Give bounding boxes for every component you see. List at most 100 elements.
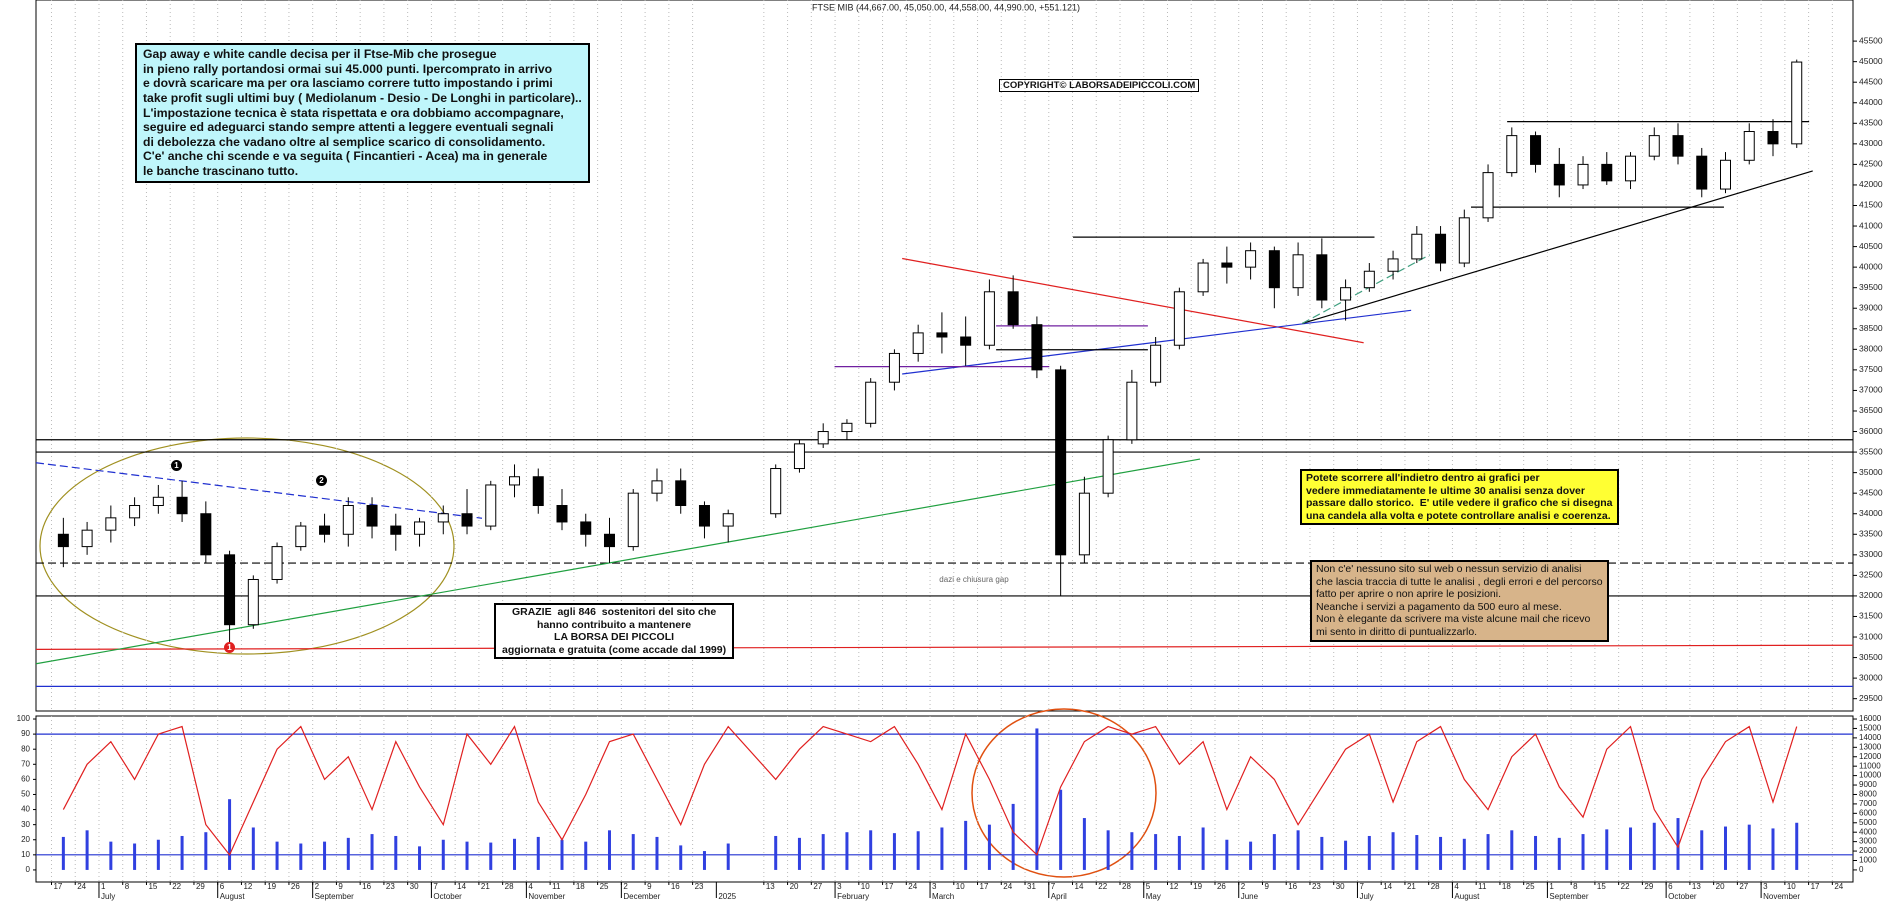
candle-body [1221, 262, 1233, 268]
osc-tick-label: 0 [26, 865, 31, 874]
volume-bar [1320, 836, 1324, 870]
x-tick-label: 28 [505, 882, 514, 891]
volume-bar [987, 824, 991, 870]
candle-body [912, 332, 924, 354]
volume-bar [1415, 835, 1419, 870]
candle-body [1601, 163, 1613, 182]
x-tick-label: 19 [267, 882, 276, 891]
volume-bar [1296, 830, 1300, 870]
y-tick-label: 31000 [1859, 631, 1883, 641]
candle-body [1387, 258, 1399, 272]
candle-body [1648, 135, 1660, 157]
x-tick-label: 11 [552, 882, 561, 891]
x-tick-label: 12 [243, 882, 252, 891]
month-label: September [315, 892, 354, 901]
candle-body [1055, 369, 1067, 556]
candle-body [271, 546, 283, 580]
y-tick-label: 42500 [1859, 159, 1883, 169]
volume-tick-label: 4000 [1859, 827, 1877, 836]
candle-body [1245, 250, 1257, 268]
text-line: seguire ed adeguarci stando sempre atten… [143, 120, 554, 135]
osc-tick-label: 50 [21, 790, 30, 799]
month-label: April [1051, 892, 1067, 901]
candle-body [461, 513, 473, 527]
x-tick-label: 10 [1787, 882, 1796, 891]
marker: 2 [316, 475, 327, 486]
volume-bar [1724, 826, 1728, 870]
x-tick-label: 28 [1431, 882, 1440, 891]
y-tick-label: 39000 [1859, 302, 1883, 312]
candle-body [1530, 135, 1542, 165]
candle-body [580, 521, 592, 535]
x-tick-label: 17 [885, 882, 894, 891]
y-tick-label: 44500 [1859, 76, 1883, 86]
candle-body [627, 492, 639, 548]
x-tick-label: 23 [1312, 882, 1321, 891]
x-tick-label: 16 [1288, 882, 1297, 891]
volume-bar [1676, 818, 1680, 870]
x-tick-label: 23 [695, 882, 704, 891]
x-tick-label: 8 [1573, 882, 1578, 891]
text-line: hanno contribuito a mantenere [537, 618, 692, 631]
volume-tick-label: 8000 [1859, 790, 1877, 799]
volume-tick-label: 14000 [1859, 733, 1882, 742]
y-tick-label: 38500 [1859, 323, 1883, 333]
month-label: August [1454, 892, 1480, 901]
trend-line [1302, 170, 1813, 325]
text-line: Non è elegante da scrivere ma viste alcu… [1316, 613, 1591, 626]
x-tick-label: 28 [1122, 882, 1131, 891]
volume-bar [251, 827, 255, 870]
price-panel [35, 0, 1854, 712]
volume-tick-label: 11000 [1859, 761, 1881, 770]
candle-body [1268, 250, 1280, 289]
marker: 1 [171, 460, 182, 471]
x-tick-label: 26 [291, 882, 300, 891]
candle-body [1126, 381, 1138, 441]
osc-tick-label: 100 [17, 714, 31, 723]
text-line: vedere immediatamente le ultime 30 anali… [1306, 484, 1585, 497]
volume-bar [465, 841, 469, 870]
candle-body [437, 513, 449, 523]
volume-bar [1700, 830, 1704, 870]
x-tick-label: 24 [1003, 882, 1012, 891]
y-tick-label: 38000 [1859, 344, 1883, 354]
trend-line [35, 462, 483, 519]
x-tick-label: 27 [813, 882, 822, 891]
volume-bar [1344, 840, 1348, 870]
volume-tick-label: 9000 [1859, 780, 1877, 789]
x-tick-label: 25 [1526, 882, 1535, 891]
x-tick-label: 24 [1834, 882, 1843, 891]
month-label: June [1241, 892, 1259, 901]
candle-body [152, 496, 164, 507]
month-label: September [1549, 892, 1588, 901]
candle-body [675, 480, 687, 507]
x-tick-label: 4 [528, 882, 533, 891]
volume-bar [1771, 828, 1775, 870]
x-tick-label: 21 [481, 882, 490, 891]
month-label: December [623, 892, 660, 901]
x-tick-label: 27 [1739, 882, 1748, 891]
month-label: November [1763, 892, 1800, 901]
volume-bar [228, 799, 232, 870]
candle-body [1482, 172, 1494, 219]
volume-bar [1011, 803, 1015, 870]
x-tick-label: 9 [1264, 882, 1269, 891]
text-line: Potete scorrere all'indietro dentro ai g… [1306, 472, 1540, 484]
volume-tick-label: 12000 [1859, 752, 1882, 761]
volume-bar [1201, 827, 1205, 870]
y-tick-label: 35500 [1859, 446, 1883, 456]
candle-body [414, 521, 426, 535]
candle-body [1316, 254, 1328, 301]
chart-title: FTSE MIB (44,667.00, 45,050.00, 44,558.0… [812, 2, 1080, 12]
text-line: Non c'e' nessuno sito sul web o nessun s… [1316, 563, 1582, 575]
volume-bar [156, 839, 160, 870]
volume-tick-label: 7000 [1859, 799, 1877, 808]
osc-tick-label: 40 [21, 805, 30, 814]
candle-body [1767, 131, 1779, 145]
x-tick-label: 19 [1193, 882, 1202, 891]
candle-body [247, 578, 259, 626]
volume-bar [370, 834, 374, 870]
trend-line [35, 644, 1854, 650]
copyright: COPYRIGHT© LABORSADEIPICCOLI.COM [999, 79, 1200, 93]
